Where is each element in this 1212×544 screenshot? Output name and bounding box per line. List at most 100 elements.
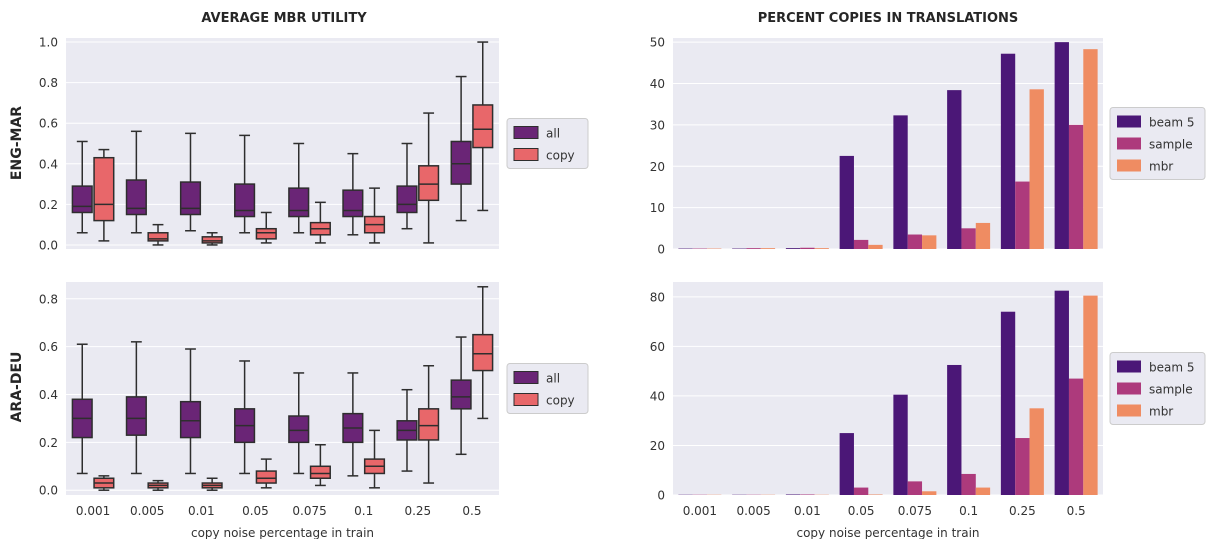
legend-swatch-mbr bbox=[1117, 405, 1141, 417]
x-tick-label: 0.5 bbox=[462, 504, 481, 518]
x-tick-label: 0.25 bbox=[1009, 504, 1036, 518]
legend-swatch-sample bbox=[1117, 383, 1141, 395]
box-body bbox=[127, 397, 147, 435]
y-tick-label: 0 bbox=[657, 489, 665, 503]
box-body bbox=[397, 186, 417, 212]
x-tick-label: 0.001 bbox=[683, 504, 717, 518]
box-body bbox=[419, 409, 439, 440]
bar-beam-5-0.5 bbox=[1055, 42, 1069, 249]
bar-sample-0.05 bbox=[854, 240, 868, 249]
x-tick-label: 0.001 bbox=[76, 504, 110, 518]
x-tick-label: 0.075 bbox=[898, 504, 932, 518]
bar-sample-0.25 bbox=[1015, 438, 1029, 495]
box-body bbox=[127, 180, 147, 214]
legend-label: mbr bbox=[1149, 405, 1173, 419]
box-body bbox=[289, 188, 309, 216]
box-body bbox=[256, 471, 276, 483]
bar-mbr-0.1 bbox=[976, 488, 990, 495]
x-tick-label: 0.1 bbox=[354, 504, 373, 518]
y-tick-label: 1.0 bbox=[39, 36, 58, 50]
legend-swatch-all bbox=[514, 127, 538, 139]
box-body bbox=[311, 466, 331, 478]
box-body bbox=[419, 166, 439, 200]
y-tick-label: 30 bbox=[650, 118, 665, 132]
bar-beam-5-0.075 bbox=[893, 395, 907, 495]
box-copy-0.001 bbox=[94, 476, 114, 490]
bar-beam-5-0.01 bbox=[786, 248, 800, 249]
x-tick-label: 0.1 bbox=[959, 504, 978, 518]
row-label-ara-deu: ARA-DEU bbox=[9, 352, 25, 423]
bar-mbr-0.005 bbox=[761, 248, 775, 249]
box-body bbox=[235, 184, 255, 216]
x-axis-label: copy noise percentage in train bbox=[191, 526, 374, 539]
y-tick-label: 0.0 bbox=[39, 238, 58, 252]
y-tick-label: 0 bbox=[657, 243, 665, 257]
box-body bbox=[202, 237, 222, 243]
bar-mbr-0.01 bbox=[815, 248, 829, 249]
right-column-title: PERCENT COPIES IN TRANSLATIONS bbox=[758, 11, 1019, 26]
box-body bbox=[451, 141, 471, 184]
x-tick-label: 0.005 bbox=[736, 504, 770, 518]
bar-mbr-0.05 bbox=[868, 245, 882, 249]
y-tick-label: 0.8 bbox=[39, 76, 58, 90]
box-body bbox=[343, 190, 363, 216]
y-tick-label: 0.2 bbox=[39, 198, 58, 212]
legend-label: sample bbox=[1149, 383, 1193, 397]
bar-sample-0.1 bbox=[961, 474, 975, 495]
bar-beam-5-0.075 bbox=[893, 115, 907, 249]
bar-beam-5-0.1 bbox=[947, 90, 961, 249]
bar-mbr-0.1 bbox=[976, 223, 990, 249]
y-tick-label: 0.6 bbox=[39, 340, 58, 354]
legend-swatch-copy bbox=[514, 149, 538, 161]
x-tick-label: 0.01 bbox=[794, 504, 821, 518]
legend-label: mbr bbox=[1149, 160, 1173, 174]
box-body bbox=[451, 380, 471, 409]
x-tick-label: 0.5 bbox=[1067, 504, 1086, 518]
bar-beam-5-0.25 bbox=[1001, 312, 1015, 495]
y-tick-label: 40 bbox=[650, 389, 665, 403]
x-tick-label: 0.075 bbox=[292, 504, 326, 518]
box-body bbox=[181, 402, 201, 438]
box-body bbox=[148, 233, 168, 241]
legend-label: sample bbox=[1149, 138, 1193, 152]
y-tick-label: 0.4 bbox=[39, 388, 58, 402]
x-tick-label: 0.25 bbox=[404, 504, 431, 518]
y-tick-label: 0.2 bbox=[39, 436, 58, 450]
box-body bbox=[181, 182, 201, 214]
legend-label: copy bbox=[546, 394, 575, 408]
row-label-eng-mar: ENG-MAR bbox=[9, 106, 25, 180]
bar-beam-5-0.1 bbox=[947, 365, 961, 495]
legend-swatch-mbr bbox=[1117, 160, 1141, 172]
bar-sample-0.075 bbox=[908, 481, 922, 495]
y-tick-label: 40 bbox=[650, 77, 665, 91]
legend-label: copy bbox=[546, 149, 575, 163]
legend-swatch-all bbox=[514, 372, 538, 384]
box-body bbox=[289, 416, 309, 442]
y-tick-label: 20 bbox=[650, 439, 665, 453]
bar-sample-0.01 bbox=[800, 248, 814, 249]
left-column-title: AVERAGE MBR UTILITY bbox=[201, 11, 367, 26]
legend-swatch-copy bbox=[514, 394, 538, 406]
legend-label: all bbox=[546, 127, 560, 141]
y-tick-label: 10 bbox=[650, 201, 665, 215]
legend-label: beam 5 bbox=[1149, 361, 1195, 375]
legend-label: all bbox=[546, 372, 560, 386]
box-body bbox=[72, 186, 92, 212]
x-tick-label: 0.05 bbox=[242, 504, 269, 518]
y-tick-label: 0.4 bbox=[39, 157, 58, 171]
bar-sample-0.5 bbox=[1069, 125, 1083, 249]
y-tick-label: 60 bbox=[650, 340, 665, 354]
plot-area bbox=[66, 38, 499, 249]
y-tick-label: 20 bbox=[650, 160, 665, 174]
y-tick-label: 0.8 bbox=[39, 292, 58, 306]
legend-swatch-sample bbox=[1117, 138, 1141, 150]
legend-swatch-beam-5 bbox=[1117, 116, 1141, 128]
bar-mbr-0.25 bbox=[1030, 89, 1044, 249]
bar-mbr-0.25 bbox=[1030, 408, 1044, 495]
bar-sample-0.5 bbox=[1069, 379, 1083, 495]
bar-beam-5-0.5 bbox=[1055, 291, 1069, 495]
bar-sample-0.1 bbox=[961, 228, 975, 249]
bar-mbr-0.075 bbox=[922, 491, 936, 495]
plot-area bbox=[66, 282, 499, 495]
